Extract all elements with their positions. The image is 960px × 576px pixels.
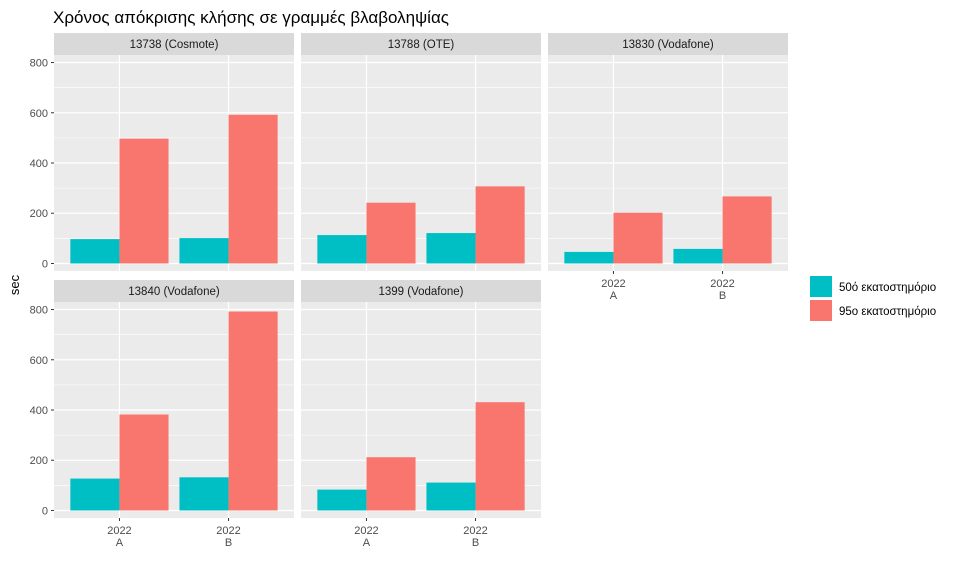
bar xyxy=(119,138,169,264)
y-axis-title: sec xyxy=(7,274,22,295)
bar xyxy=(366,202,416,264)
bar xyxy=(179,477,229,511)
x-tick-label-period: B xyxy=(225,537,232,549)
legend-label: 50ό εκατοστημόριο xyxy=(839,282,936,294)
bar xyxy=(426,482,476,511)
x-tick-label-period: B xyxy=(719,290,726,302)
y-tick-label: 0 xyxy=(42,258,48,270)
facet-strip xyxy=(301,280,541,302)
y-tick-label: 200 xyxy=(30,455,48,467)
bar xyxy=(673,248,723,264)
facet-strip-label: 13738 (Cosmote) xyxy=(130,39,219,51)
bar xyxy=(179,238,229,264)
x-tick-label-year: 2022 xyxy=(216,525,240,537)
facet-strip-label: 13840 (Vodafone) xyxy=(128,286,220,298)
y-tick-label: 800 xyxy=(30,305,48,317)
y-tick-label: 800 xyxy=(30,58,48,70)
bar xyxy=(475,186,525,264)
x-tick-label-period: A xyxy=(363,537,371,549)
bar xyxy=(119,414,169,511)
x-tick-label-period: A xyxy=(610,290,618,302)
facet-strip xyxy=(54,33,294,55)
x-tick-label-year: 2022 xyxy=(107,525,131,537)
x-tick-label-period: A xyxy=(116,537,124,549)
x-tick-label-year: 2022 xyxy=(601,278,625,290)
x-tick-label-year: 2022 xyxy=(354,525,378,537)
bar xyxy=(426,233,476,264)
facet-strip-label: 1399 (Vodafone) xyxy=(378,286,463,298)
y-tick-label: 400 xyxy=(30,158,48,170)
y-tick-label: 600 xyxy=(30,355,48,367)
chart-title: Χρόνος απόκρισης κλήσης σε γραμμές βλαβο… xyxy=(53,8,449,27)
x-tick-label-year: 2022 xyxy=(463,525,487,537)
bar xyxy=(317,235,367,264)
facet-strip xyxy=(548,33,788,55)
x-tick-label-period: B xyxy=(472,537,479,549)
facet-panel: 13738 (Cosmote) 0 200 400 600 800 xyxy=(30,33,294,271)
y-tick-label: 400 xyxy=(30,405,48,417)
y-tick-label: 0 xyxy=(42,505,48,517)
bar xyxy=(317,489,367,511)
bar xyxy=(475,402,525,511)
legend-key xyxy=(810,300,832,321)
bar xyxy=(70,478,120,511)
facet-strip-label: 13830 (Vodafone) xyxy=(622,39,714,51)
y-tick-label: 200 xyxy=(30,208,48,220)
bar xyxy=(564,251,614,264)
facet-strip-label: 13788 (OTE) xyxy=(388,39,455,51)
bar xyxy=(70,239,120,264)
bar xyxy=(613,212,663,264)
legend-label: 95ο εκατοστημόριο xyxy=(839,306,936,318)
facet-strip xyxy=(301,33,541,55)
legend-key xyxy=(810,276,832,297)
facet-strip xyxy=(54,280,294,302)
facet-panels: 13738 (Cosmote) 0 200 400 600 800 13788 (OTE) 1… xyxy=(30,33,788,549)
y-tick-label: 600 xyxy=(30,108,48,120)
legend: 50ό εκατοστημόριο 95ο εκατοστημόριο xyxy=(810,276,936,321)
x-tick-label-year: 2022 xyxy=(710,278,734,290)
bar xyxy=(722,196,772,264)
bar xyxy=(228,114,278,264)
facet-panel: 13788 (OTE) xyxy=(301,33,541,271)
bar xyxy=(366,457,416,511)
bar xyxy=(228,311,278,511)
